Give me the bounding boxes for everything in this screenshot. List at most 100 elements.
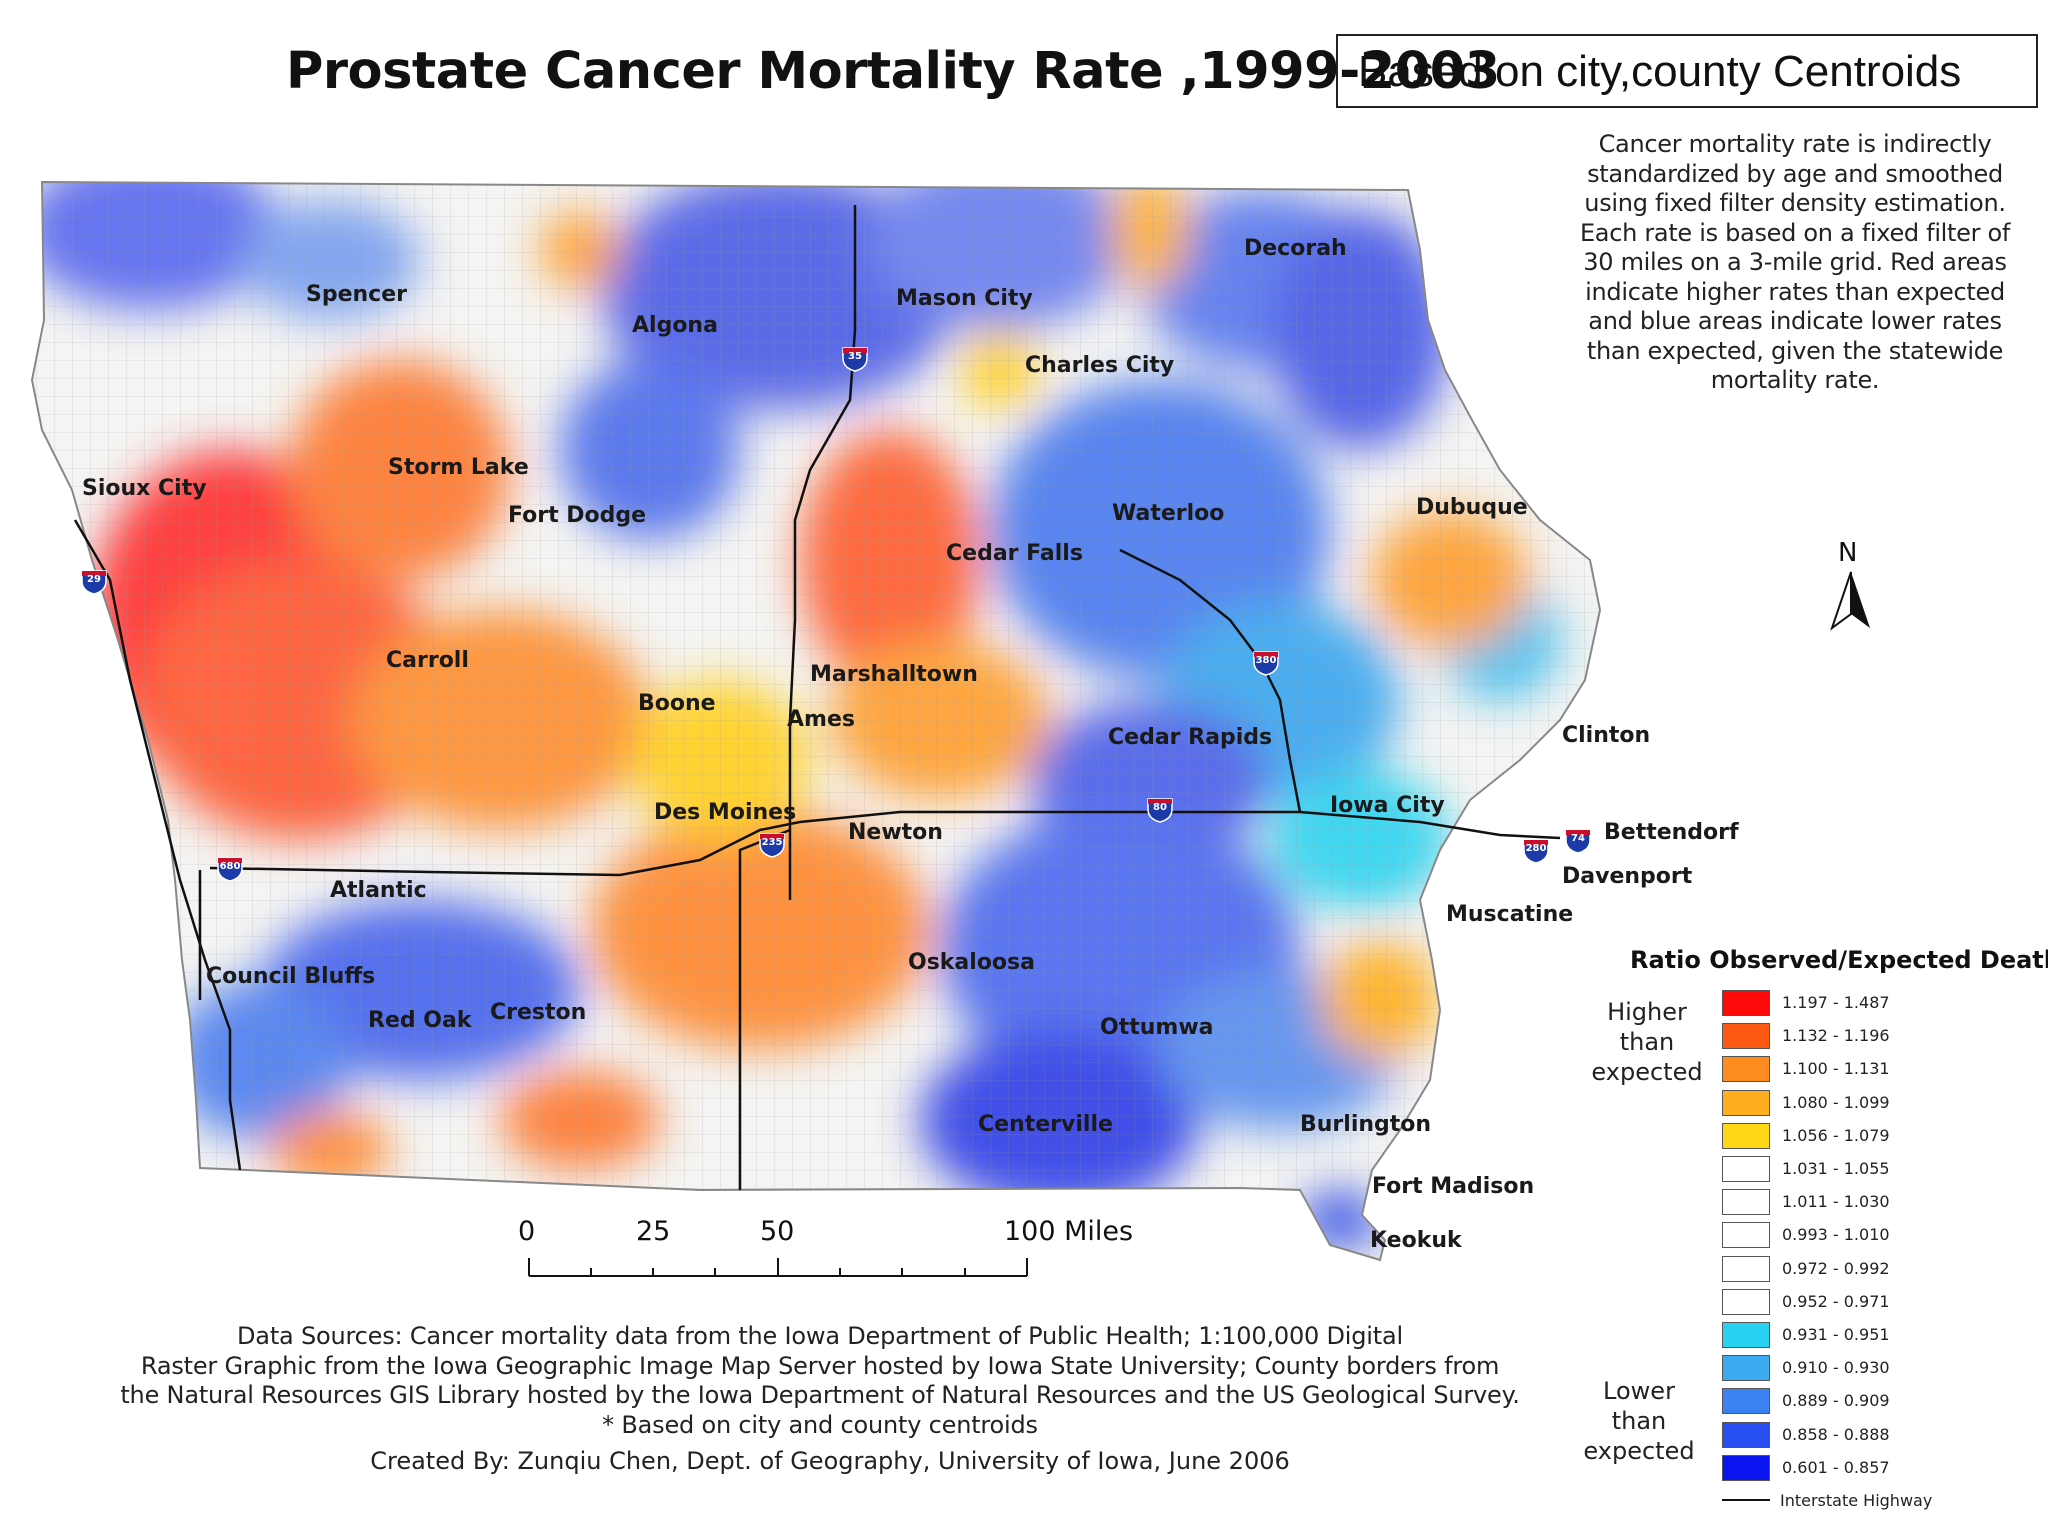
interstate-shield: 380 bbox=[1252, 648, 1280, 676]
city-label: Dubuque bbox=[1416, 495, 1528, 520]
legend-higher-line: than bbox=[1619, 1028, 1675, 1056]
legend-swatch bbox=[1722, 1122, 1770, 1149]
interstate-shield: 29 bbox=[80, 567, 108, 595]
city-label: Charles City bbox=[1025, 353, 1175, 378]
scale-label: 25 bbox=[636, 1216, 671, 1247]
interstate-number: 80 bbox=[1153, 802, 1167, 813]
created-by: Created By: Zunqiu Chen, Dept. of Geogra… bbox=[370, 1447, 1290, 1475]
city-label: Atlantic bbox=[330, 878, 427, 903]
interstate-shield-icon bbox=[1253, 651, 1279, 676]
methodology-note: Cancer mortality rate is indirectly stan… bbox=[1565, 130, 2025, 396]
legend-lower-line: Lower bbox=[1603, 1377, 1675, 1405]
city-label: Carroll bbox=[386, 648, 469, 673]
city-label: Storm Lake bbox=[388, 455, 529, 480]
interstate-shield: 35 bbox=[841, 344, 869, 372]
interstate-number: 680 bbox=[219, 861, 241, 872]
legend-range-label: 0.972 - 0.992 bbox=[1782, 1258, 1890, 1278]
city-label: Boone bbox=[638, 691, 716, 716]
legend-range-label: 0.601 - 0.857 bbox=[1782, 1457, 1890, 1477]
city-label: Mason City bbox=[896, 286, 1033, 311]
note-line: and blue areas indicate lower rates bbox=[1588, 307, 2002, 335]
note-line: 30 miles on a 3-mile grid. Red areas bbox=[1583, 248, 2007, 276]
legend-range-label: 0.931 - 0.951 bbox=[1782, 1325, 1890, 1344]
city-label: Centerville bbox=[978, 1112, 1113, 1137]
city-label: Waterloo bbox=[1112, 501, 1225, 526]
interstate-shield-icon bbox=[1565, 829, 1591, 854]
city-label: Burlington bbox=[1300, 1112, 1432, 1137]
north-label: N bbox=[1838, 538, 1858, 568]
city-label: Muscatine bbox=[1446, 902, 1574, 927]
scale-label: 50 bbox=[760, 1216, 795, 1247]
scale-label: 100 Miles bbox=[1004, 1216, 1134, 1247]
city-label: Iowa City bbox=[1330, 793, 1445, 818]
legend-range-label: 1.132 - 1.196 bbox=[1782, 1026, 1890, 1046]
legend-swatch bbox=[1722, 1288, 1770, 1315]
data-sources: Data Sources: Cancer mortality data from… bbox=[120, 1322, 1520, 1440]
scale-bar-graphic bbox=[528, 1258, 1028, 1277]
legend-lower-label: Lower than expected bbox=[1574, 1376, 1704, 1466]
legend-range-label: 0.910 - 0.930 bbox=[1782, 1358, 1890, 1378]
interstate-shield-icon bbox=[81, 570, 107, 595]
legend-swatch bbox=[1722, 1156, 1770, 1182]
city-label: Council Bluffs bbox=[206, 964, 376, 989]
legend-swatch bbox=[1722, 1322, 1770, 1348]
city-label: Sioux City bbox=[82, 476, 207, 501]
legend-range-label: 1.011 - 1.030 bbox=[1782, 1192, 1890, 1212]
interstate-shield-icon bbox=[1147, 798, 1173, 823]
city-label: Decorah bbox=[1244, 236, 1347, 261]
interstate-number: 29 bbox=[87, 574, 101, 585]
city-label: Oskaloosa bbox=[908, 950, 1035, 975]
legend-swatch bbox=[1722, 1421, 1770, 1448]
legend-swatch bbox=[1722, 1222, 1770, 1249]
interstate-number: 280 bbox=[1525, 843, 1547, 854]
note-line: Cancer mortality rate is indirectly bbox=[1598, 130, 1992, 158]
city-label: Newton bbox=[848, 820, 943, 845]
city-label: Bettendorf bbox=[1604, 820, 1739, 845]
legend-higher-label: Higher than expected bbox=[1582, 997, 1712, 1087]
sources-line: * Based on city and county centroids bbox=[602, 1410, 1038, 1439]
legend-range-label: 1.197 - 1.487 bbox=[1782, 993, 1890, 1012]
interstate-shield: 74 bbox=[1564, 826, 1592, 854]
note-line: mortality rate. bbox=[1710, 366, 1880, 394]
city-label: Cedar Falls bbox=[946, 541, 1083, 566]
city-label: Ames bbox=[787, 707, 855, 732]
city-label: Red Oak bbox=[368, 1008, 472, 1033]
interstate-shield: 235 bbox=[758, 830, 786, 858]
city-label: Keokuk bbox=[1370, 1228, 1462, 1253]
legend-swatch bbox=[1722, 1255, 1770, 1282]
interstate-shield-icon bbox=[1523, 839, 1549, 864]
legend-swatch bbox=[1722, 1189, 1770, 1216]
interstate-shield-icon bbox=[759, 833, 785, 858]
city-label: Algona bbox=[632, 313, 718, 338]
legend-range-label: 0.889 - 0.909 bbox=[1782, 1391, 1890, 1411]
city-label: Ottumwa bbox=[1100, 1015, 1214, 1040]
legend-swatch bbox=[1722, 990, 1770, 1016]
scale-label: 0 bbox=[518, 1216, 536, 1247]
sources-line: Data Sources: Cancer mortality data from… bbox=[237, 1322, 1403, 1350]
centroid-basis-box: Based on city,county Centroids bbox=[1336, 34, 2038, 108]
interstate-shield-icon bbox=[842, 347, 868, 372]
legend-lower-line: than bbox=[1611, 1407, 1667, 1435]
legend-swatch bbox=[1722, 1355, 1770, 1382]
city-label: Des Moines bbox=[654, 800, 797, 825]
city-label: Fort Dodge bbox=[508, 503, 647, 528]
city-label: Spencer bbox=[306, 282, 407, 307]
map-title: Prostate Cancer Mortality Rate ,1999-200… bbox=[286, 42, 1500, 101]
legend-range-label: 0.993 - 1.010 bbox=[1782, 1225, 1890, 1245]
city-label: Marshalltown bbox=[810, 662, 978, 687]
sources-line: Raster Graphic from the Iowa Geographic … bbox=[140, 1351, 1500, 1380]
legend-range-label: 0.858 - 0.888 bbox=[1782, 1424, 1890, 1444]
highway-line-icon bbox=[1722, 1499, 1770, 1501]
interstate-number: 35 bbox=[848, 351, 862, 362]
sources-line: the Natural Resources GIS Library hosted… bbox=[120, 1381, 1520, 1409]
interstate-number: 74 bbox=[1571, 833, 1585, 844]
interstate-shield: 80 bbox=[1146, 795, 1174, 823]
legend-range-label: 1.056 - 1.079 bbox=[1782, 1125, 1890, 1145]
legend-range-label: 0.952 - 0.971 bbox=[1782, 1291, 1890, 1311]
legend-higher-line: Higher bbox=[1607, 998, 1687, 1026]
interstate-shield: 280 bbox=[1522, 836, 1550, 864]
legend-range-label: 1.100 - 1.131 bbox=[1782, 1059, 1890, 1079]
legend-highway-label: Interstate Highway bbox=[1780, 1491, 1933, 1510]
city-label: Davenport bbox=[1562, 864, 1693, 889]
